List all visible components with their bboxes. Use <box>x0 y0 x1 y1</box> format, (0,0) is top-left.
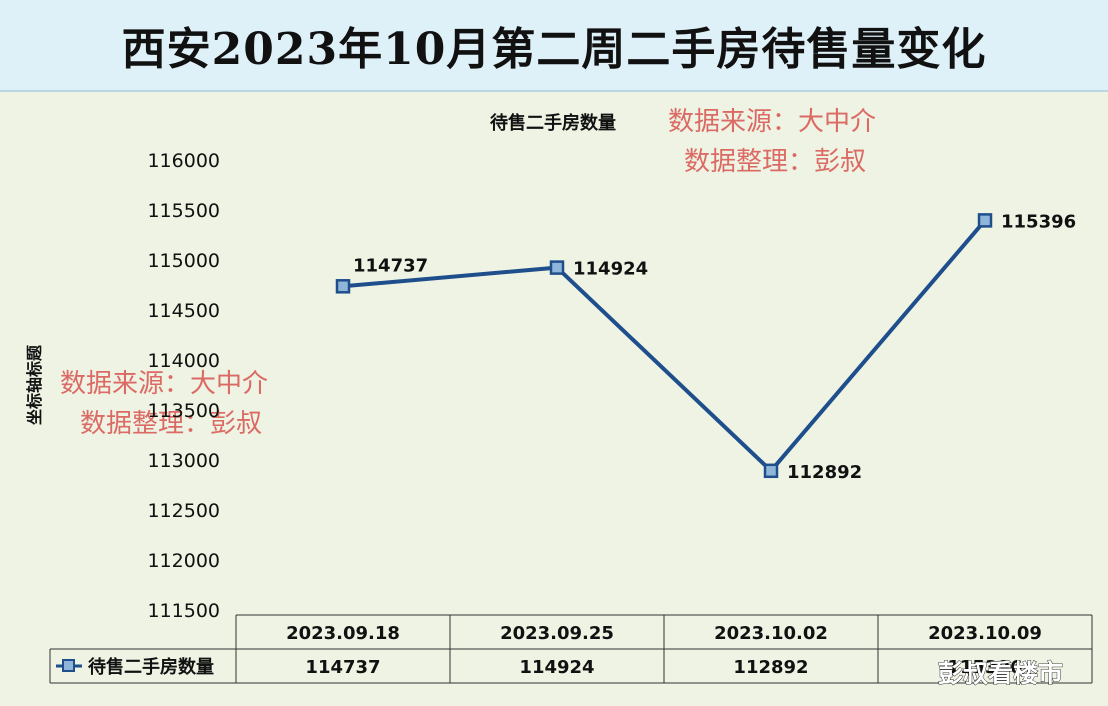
legend-series-label: 待售二手房数量 <box>88 656 214 678</box>
series-line-group: 114737 114924 112892 115396 <box>335 211 1076 483</box>
table-header-cell: 2023.10.02 <box>714 623 828 644</box>
watermark-organizer-left: 数据整理：彭叔 <box>80 409 262 439</box>
table-header-cell: 2023.09.18 <box>286 623 400 644</box>
y-tick-label: 114000 <box>147 350 220 372</box>
data-point-marker <box>549 260 565 275</box>
watermark-source-top: 数据来源：大中介 <box>668 107 876 137</box>
brand-watermark: 彭叔看楼市 <box>938 659 1063 688</box>
table-value-cell: 112892 <box>733 657 808 678</box>
y-tick-label: 113500 <box>147 400 220 422</box>
table-header-cell: 2023.10.09 <box>928 623 1042 644</box>
chart-area <box>0 92 1108 706</box>
y-tick-label: 115000 <box>147 250 220 272</box>
data-label: 114924 <box>573 259 648 280</box>
data-label: 115396 <box>1001 211 1076 232</box>
data-point-marker <box>977 213 993 228</box>
y-tick-label: 112000 <box>147 550 220 572</box>
y-axis-ticks: 116000 115500 115000 114500 114000 113500 1130… <box>147 150 220 622</box>
data-table: 2023.09.18 2023.09.25 2023.10.02 2023.10.09… <box>49 614 1093 684</box>
chart-title: 待售二手房数量 <box>490 112 616 134</box>
y-tick-label: 116000 <box>147 150 220 172</box>
data-label: 112892 <box>787 462 862 483</box>
y-tick-label: 112500 <box>147 500 220 522</box>
series-line <box>342 219 987 474</box>
y-tick-label: 113000 <box>147 450 220 472</box>
data-point-marker <box>335 279 351 294</box>
y-tick-label: 114500 <box>147 300 220 322</box>
legend-marker-key <box>62 659 75 672</box>
title-bar: 西安2023年10月第二周二手房待售量变化 <box>0 0 1108 92</box>
y-tick-label: 115500 <box>147 200 220 222</box>
data-label: 114737 <box>353 255 428 276</box>
table-value-cell: 114737 <box>305 657 380 678</box>
watermark-organizer-top: 数据整理：彭叔 <box>684 147 866 177</box>
table-value-cell: 115396 <box>947 657 1022 678</box>
table-header-cell: 2023.09.25 <box>500 623 614 644</box>
data-point-marker <box>763 463 779 479</box>
page-title: 西安2023年10月第二周二手房待售量变化 <box>121 24 987 75</box>
table-value-cell: 114924 <box>519 657 594 678</box>
y-tick-label: 111500 <box>147 600 220 622</box>
y-axis-label: 坐标轴标题 <box>25 344 44 425</box>
watermark-source-left: 数据来源：大中介 <box>60 369 268 399</box>
